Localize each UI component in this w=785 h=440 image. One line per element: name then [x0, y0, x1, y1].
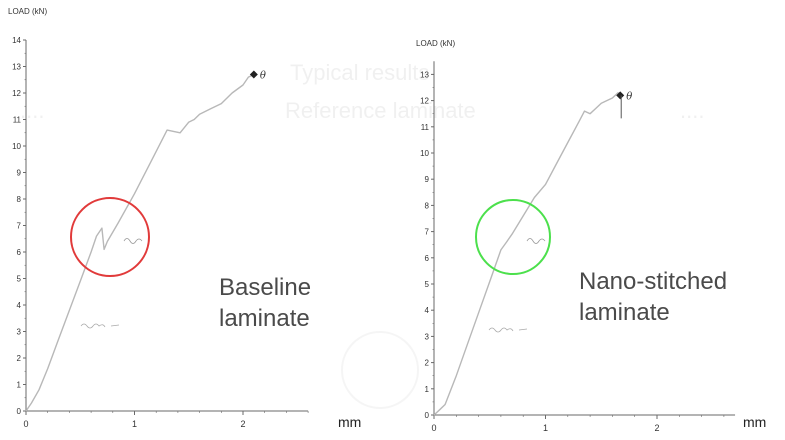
failure-annotation: θ	[626, 91, 632, 102]
x-tick-label: 0	[431, 423, 436, 433]
y-axis-title: LOAD (kN)	[416, 39, 455, 48]
y-tick-label: 11	[13, 116, 22, 125]
y-tick-label: 12	[12, 89, 21, 98]
y-tick-label: 12	[420, 97, 429, 106]
x-tick-label: 1	[543, 423, 548, 433]
y-tick-label: 5	[425, 280, 430, 289]
y-tick-label: 6	[425, 254, 430, 263]
y-tick-label: 0	[17, 407, 22, 416]
y-tick-label: 4	[17, 301, 22, 310]
y-tick-label: 3	[425, 332, 430, 341]
highlight-circle	[475, 199, 551, 275]
handwritten-note	[488, 327, 528, 333]
y-tick-label: 13	[12, 63, 21, 72]
y-tick-label: 4	[425, 306, 430, 315]
svg-text:....: ....	[20, 98, 44, 123]
panel-label-nano-stitched: Nano-stitched laminate	[579, 268, 728, 326]
load-curve	[25, 73, 255, 412]
y-tick-label: 5	[17, 275, 22, 284]
background-watermark: Typical results .... Reference laminate …	[20, 60, 704, 409]
handwritten-note	[80, 323, 120, 329]
x-unit-label-right: mm	[743, 414, 767, 430]
x-tick-label: 2	[654, 423, 659, 433]
panel-label-baseline: Baseline laminate	[219, 274, 312, 332]
y-tick-label: 14	[12, 36, 21, 45]
failure-marker	[616, 91, 625, 100]
x-unit-label-left: mm	[338, 414, 362, 430]
y-tick-label: 13	[420, 70, 429, 79]
load-curve	[433, 91, 621, 416]
svg-text:....: ....	[680, 98, 704, 123]
y-tick-label: 2	[425, 359, 430, 368]
y-axis-title: LOAD (kN)	[8, 7, 47, 16]
x-tick-label: 0	[23, 419, 28, 429]
y-tick-label: 6	[17, 248, 22, 257]
handwritten-note	[123, 238, 143, 244]
handwritten-note	[526, 238, 546, 244]
x-tick-label: 2	[240, 419, 245, 429]
y-tick-label: 3	[17, 328, 22, 337]
y-tick-label: 10	[420, 149, 429, 158]
y-tick-label: 11	[421, 123, 430, 132]
y-tick-label: 2	[17, 354, 22, 363]
y-tick-label: 7	[17, 222, 22, 231]
y-tick-label: 9	[425, 175, 430, 184]
y-tick-label: 7	[425, 228, 430, 237]
y-tick-label: 1	[425, 385, 430, 394]
y-tick-label: 9	[17, 169, 22, 178]
failure-annotation: θ	[260, 70, 266, 81]
svg-text:Reference laminate: Reference laminate	[285, 98, 476, 123]
y-tick-label: 10	[12, 142, 21, 151]
highlight-circle	[70, 197, 150, 277]
y-tick-label: 1	[17, 381, 22, 390]
svg-text:Typical results: Typical results	[290, 60, 429, 85]
failure-marker	[249, 70, 258, 79]
y-tick-label: 0	[425, 411, 430, 420]
y-tick-label: 8	[17, 195, 22, 204]
x-tick-label: 1	[132, 419, 137, 429]
y-tick-label: 8	[425, 201, 430, 210]
